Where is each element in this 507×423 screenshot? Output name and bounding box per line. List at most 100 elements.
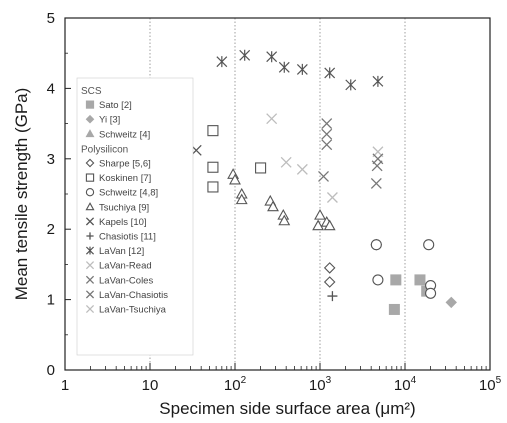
data-point [312, 219, 325, 231]
data-point [345, 79, 357, 91]
legend-label: Schweitz [4] [99, 129, 150, 140]
legend-box [76, 77, 194, 356]
data-point [235, 193, 248, 205]
legend-label: LaVan-Chasiotis [99, 290, 168, 301]
series-lavan-12 [216, 49, 384, 91]
y-tick-label: 3 [47, 151, 55, 168]
x-tick-label: 102 [224, 375, 247, 394]
x-tick-exponent: 4 [411, 375, 417, 386]
series-chasiotis-11 [327, 291, 338, 302]
data-point [372, 274, 384, 286]
legend-heading: SCS [81, 86, 102, 97]
series-lavan-coles [318, 153, 384, 189]
legend-marker [85, 114, 95, 124]
legend-label: Sharpe [5,6] [99, 159, 151, 170]
legend-label: LaVan-Tsuchiya [99, 305, 167, 316]
data-point [255, 162, 267, 174]
legend-marker [85, 100, 95, 109]
x-tick-label: 105 [479, 375, 502, 394]
data-point [278, 214, 291, 226]
x-axis-title: Specimen side surface area (μm²) [159, 399, 415, 418]
data-point [321, 139, 333, 151]
legend-label: Schweitz [4,8] [99, 188, 158, 199]
data-point [323, 219, 336, 231]
series-lavan-tsuchiya [280, 156, 308, 175]
x-tick-exponent: 5 [496, 375, 502, 386]
data-point [425, 287, 437, 299]
data-point [267, 200, 279, 212]
data-point [296, 63, 308, 75]
legend-label: Yi [3] [99, 115, 120, 126]
data-point [321, 118, 333, 130]
data-point [278, 61, 290, 73]
legend-marker [85, 202, 95, 211]
legend-marker [85, 261, 95, 270]
data-point [239, 49, 251, 61]
data-point [229, 173, 241, 185]
series-lavan-read [266, 113, 384, 203]
x-tick-exponent: 2 [241, 375, 247, 386]
y-tick-label: 4 [47, 80, 55, 97]
data-point [390, 274, 402, 286]
x-tick-exponent: 3 [326, 375, 332, 386]
legend-label: Kapels [10] [99, 217, 147, 228]
legend-label: Koskinen [7] [99, 173, 151, 184]
x-tick-label: 103 [309, 375, 332, 394]
x-tick-label: 104 [394, 375, 417, 394]
data-point [445, 296, 457, 309]
legend-label: Chasiotis [11] [99, 232, 156, 243]
data-point [414, 274, 426, 286]
x-tick-label: 1 [61, 377, 69, 394]
data-point [266, 51, 278, 63]
series-koskinen-7 [207, 125, 267, 193]
legend: SCS Sato [2] Yi [3] Schweitz [4] Polysilicon… [76, 77, 194, 356]
data-point [371, 160, 383, 172]
x-tick-label: 10 [142, 377, 159, 394]
data-point [423, 239, 435, 251]
data-point [280, 156, 292, 168]
data-point [296, 163, 308, 175]
legend-label: LaVan [12] [99, 246, 144, 257]
data-point [327, 291, 338, 302]
legend-marker [85, 158, 95, 168]
legend-marker [85, 246, 95, 255]
data-point [370, 177, 382, 189]
data-point [323, 262, 336, 274]
series-lavan-chasiotis [321, 118, 333, 151]
data-point [323, 276, 336, 288]
y-axis-title: Mean tensile strength (GPa) [12, 88, 31, 301]
data-point [207, 161, 219, 173]
series-tsuchiya-9 [227, 168, 336, 231]
data-points [190, 49, 457, 315]
legend-marker [85, 173, 95, 182]
legend-label: LaVan-Coles [99, 275, 153, 286]
data-point [207, 125, 219, 137]
y-tick-label: 2 [47, 221, 55, 238]
legend-heading: Polysilicon [81, 144, 128, 155]
series-yi-3 [445, 296, 457, 309]
data-point [266, 113, 278, 125]
series-schweitz-4-8 [370, 239, 437, 299]
y-tick-label: 0 [47, 362, 55, 379]
legend-marker [85, 290, 95, 299]
data-point [321, 128, 333, 140]
legend-marker [86, 232, 94, 240]
legend-label: Sato [2] [99, 100, 132, 111]
legend-marker [85, 129, 95, 138]
data-point [216, 56, 228, 68]
y-tick-label: 1 [47, 292, 55, 309]
data-point [388, 303, 400, 315]
data-point [324, 67, 336, 79]
data-point [326, 192, 338, 203]
legend-label: LaVan-Read [99, 261, 152, 272]
legend-marker [85, 188, 95, 197]
data-point [207, 181, 219, 193]
y-tick-label: 5 [47, 10, 55, 27]
data-point [318, 170, 329, 182]
legend-label: Tsuchiya [9] [99, 202, 149, 213]
data-point [370, 239, 382, 251]
legend-marker [85, 275, 95, 284]
legend-marker [85, 217, 95, 226]
legend-marker [85, 304, 95, 314]
